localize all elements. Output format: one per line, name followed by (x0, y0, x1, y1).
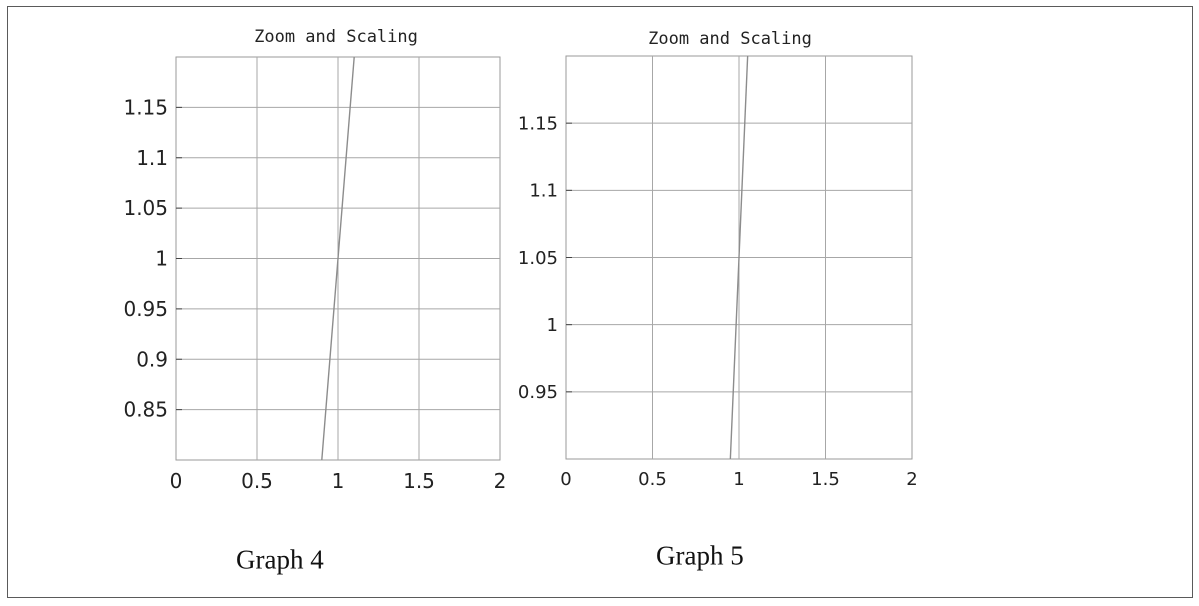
graph-5-caption: Graph 5 (656, 540, 744, 571)
graph-5-x-tick-label: 1 (733, 469, 744, 490)
figure-frame (7, 6, 1193, 598)
graph-4-y-tick-label: 1.05 (123, 196, 168, 220)
graph-4-x-tick-label: 1 (332, 469, 345, 493)
graph-4-y-tick-label: 1.1 (136, 146, 168, 170)
graph-5-x-tick-label: 0 (560, 469, 571, 490)
graph-5-y-tick-label: 1 (547, 315, 558, 336)
graph-5-x-tick-label: 0.5 (638, 469, 667, 490)
graph-4-y-tick-label: 0.95 (123, 297, 168, 321)
graph-5-y-tick-label: 0.95 (518, 382, 558, 403)
graph-4-y-tick-label: 0.85 (123, 398, 168, 422)
graph-4-y-tick-label: 1.15 (123, 95, 168, 119)
graph-5-y-tick-label: 1.05 (518, 248, 558, 269)
graph-5-x-tick-label: 2 (906, 469, 917, 490)
graph-4-title: Zoom and Scaling (254, 27, 418, 47)
graph-4-y-tick-label: 0.9 (136, 347, 168, 371)
graph-4-x-tick-label: 0.5 (241, 469, 273, 493)
graph-5-title: Zoom and Scaling (648, 29, 812, 49)
graph-4-x-tick-label: 2 (494, 469, 507, 493)
graph-4-x-tick-label: 0 (170, 469, 183, 493)
graph-5-y-tick-label: 1.1 (529, 181, 558, 202)
graph-4-y-tick-label: 1 (155, 247, 168, 271)
graph-4-x-tick-label: 1.5 (403, 469, 435, 493)
graph-5-x-tick-label: 1.5 (811, 469, 840, 490)
graph-4-caption: Graph 4 (236, 544, 324, 575)
graph-5-series-line (729, 55, 749, 460)
graph-4-series-line (321, 56, 355, 461)
graph-5-y-tick-label: 1.15 (518, 113, 558, 134)
